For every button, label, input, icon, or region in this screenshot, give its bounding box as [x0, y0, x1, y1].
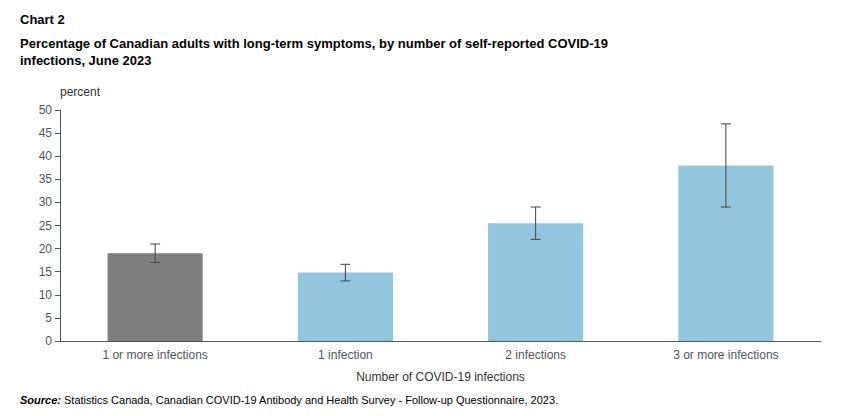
svg-text:Chart 2: Chart 2 [20, 12, 65, 27]
svg-text:30: 30 [39, 195, 53, 209]
svg-text:1 or more infections: 1 or more infections [102, 348, 207, 362]
svg-text:Source:: Source: [20, 394, 61, 406]
svg-text:Number of COVID-19 infections: Number of COVID-19 infections [356, 370, 525, 384]
svg-text:Percentage of Canadian adults: Percentage of Canadian adults with long-… [20, 36, 608, 51]
svg-text:infections, June 2023: infections, June 2023 [20, 53, 152, 68]
svg-text:15: 15 [39, 265, 53, 279]
svg-text:50: 50 [39, 103, 53, 117]
svg-text:35: 35 [39, 172, 53, 186]
svg-text:percent: percent [60, 85, 101, 99]
svg-text:45: 45 [39, 126, 53, 140]
svg-text:25: 25 [39, 219, 53, 233]
svg-text:3 or more infections: 3 or more infections [673, 348, 778, 362]
svg-text:20: 20 [39, 242, 53, 256]
svg-text:1 infection: 1 infection [318, 348, 373, 362]
svg-text:Statistics Canada, Canadian CO: Statistics Canada, Canadian COVID-19 Ant… [61, 394, 558, 406]
svg-text:10: 10 [39, 288, 53, 302]
svg-text:5: 5 [45, 311, 52, 325]
svg-text:0: 0 [45, 334, 52, 348]
svg-text:40: 40 [39, 149, 53, 163]
svg-text:2 infections: 2 infections [505, 348, 566, 362]
